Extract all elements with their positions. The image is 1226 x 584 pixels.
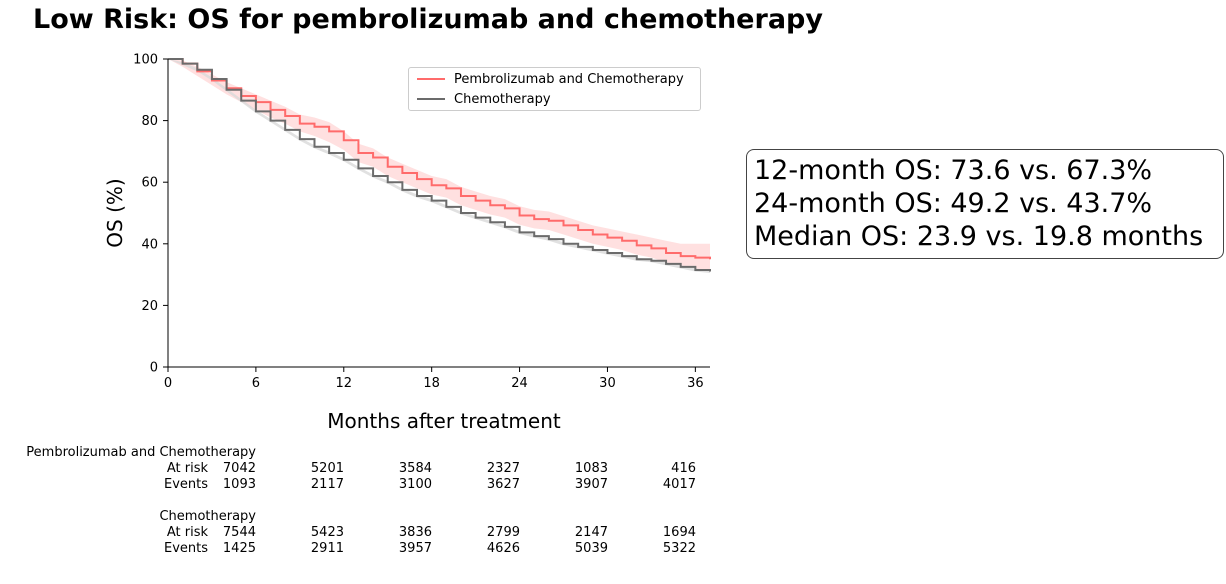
chart-title: Low Risk: OS for pembrolizumab and chemo… bbox=[33, 4, 823, 35]
risk-table-cell: 416 bbox=[671, 461, 696, 476]
risk-table-row-label: At risk bbox=[166, 525, 208, 540]
risk-table-group-name: Pembrolizumab and Chemotherapy bbox=[26, 445, 256, 460]
risk-table-cell: 2117 bbox=[310, 477, 344, 492]
risk-table-cell: 5423 bbox=[310, 525, 344, 540]
legend: Pembrolizumab and Chemotherapy Chemother… bbox=[408, 67, 701, 111]
x-tick-label: 36 bbox=[687, 376, 704, 391]
risk-table-row-label: Events bbox=[163, 477, 208, 492]
risk-table-row-label: At risk bbox=[166, 461, 208, 476]
x-tick-label: 30 bbox=[599, 376, 616, 391]
risk-table-cell: 5039 bbox=[574, 541, 608, 556]
risk-table-cell: 2327 bbox=[486, 461, 520, 476]
y-axis-label: OS (%) bbox=[103, 178, 127, 247]
legend-label-pembrolizumab: Pembrolizumab and Chemotherapy bbox=[454, 71, 684, 87]
risk-table-cell: 4626 bbox=[486, 541, 520, 556]
risk-table-chemotherapy: Chemotherapy bbox=[0, 509, 256, 569]
risk-table-cell: 1083 bbox=[574, 461, 608, 476]
legend-item-chemotherapy: Chemotherapy bbox=[417, 90, 551, 108]
risk-table-cell: 5201 bbox=[310, 461, 344, 476]
legend-swatch-pembrolizumab bbox=[417, 78, 445, 80]
risk-table-cell: 2799 bbox=[486, 525, 520, 540]
risk-table-cell: 4017 bbox=[662, 477, 696, 492]
risk-table-cell: 3627 bbox=[486, 477, 520, 492]
y-tick-label: 80 bbox=[141, 114, 158, 129]
risk-table-cell: 7042 bbox=[222, 461, 256, 476]
y-tick-label: 0 bbox=[150, 361, 158, 376]
risk-table-cell: 1425 bbox=[222, 541, 256, 556]
risk-table-cell: 3100 bbox=[398, 477, 432, 492]
stat-median-os: Median OS: 23.9 vs. 19.8 months bbox=[754, 221, 1204, 252]
x-tick-label: 6 bbox=[252, 376, 260, 391]
axes: 0 6 12 18 24 30 36 0 20 40 60 80 100 Months after tre… bbox=[103, 53, 710, 433]
x-tick-label: 0 bbox=[164, 376, 172, 391]
summary-stats-box: 12-month OS: 73.6 vs. 67.3% 24-month OS:… bbox=[746, 149, 1224, 259]
risk-table-cell: 5322 bbox=[662, 541, 696, 556]
x-tick-label: 18 bbox=[423, 376, 440, 391]
risk-table-cell: 3836 bbox=[398, 525, 432, 540]
y-tick-label: 60 bbox=[141, 176, 158, 191]
risk-table-pembrolizumab: Pembrolizumab and Chemotherapy bbox=[0, 445, 256, 505]
legend-item-pembrolizumab: Pembrolizumab and Chemotherapy bbox=[417, 70, 684, 88]
x-tick-label: 24 bbox=[511, 376, 528, 391]
stat-24-month-os: 24-month OS: 49.2 vs. 43.7% bbox=[754, 188, 1153, 219]
x-axis-label: Months after treatment bbox=[327, 409, 561, 433]
legend-label-chemotherapy: Chemotherapy bbox=[454, 91, 551, 107]
risk-table-cell: 2911 bbox=[310, 541, 344, 556]
y-tick-label: 20 bbox=[141, 299, 158, 314]
risk-table-cell: 1093 bbox=[222, 477, 256, 492]
risk-table-cell: 7544 bbox=[222, 525, 256, 540]
legend-swatch-chemotherapy bbox=[417, 98, 445, 100]
survival-line-series-1 bbox=[168, 58, 711, 272]
survival-curves bbox=[168, 58, 711, 272]
stat-12-month-os: 12-month OS: 73.6 vs. 67.3% bbox=[754, 155, 1153, 186]
survival-line-series-0 bbox=[168, 58, 711, 260]
risk-table-cell: 3584 bbox=[398, 461, 432, 476]
risk-table-cell: 2147 bbox=[574, 525, 608, 540]
risk-table-cell: 1694 bbox=[662, 525, 696, 540]
x-tick-label: 12 bbox=[336, 376, 353, 391]
y-tick-label: 40 bbox=[141, 237, 158, 252]
risk-table-group-name: Chemotherapy bbox=[159, 509, 256, 524]
y-tick-label: 100 bbox=[133, 53, 158, 68]
risk-table-cell: 3957 bbox=[398, 541, 432, 556]
risk-table-cell: 3907 bbox=[574, 477, 608, 492]
risk-table-row-label: Events bbox=[163, 541, 208, 556]
